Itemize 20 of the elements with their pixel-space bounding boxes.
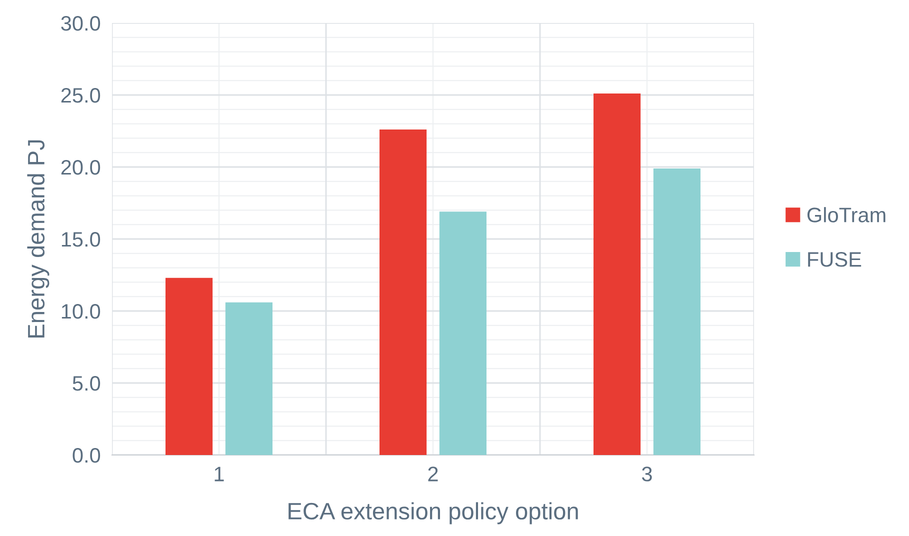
bar [380, 130, 427, 455]
legend-label: GloTram [807, 207, 886, 222]
x-axis-title: ECA extension policy option [288, 502, 578, 524]
x-tick-label: 2 [428, 466, 438, 482]
bar [594, 94, 641, 455]
y-tick-label: 10.0 [62, 304, 100, 319]
bar [166, 278, 213, 455]
legend-label: FUSE [808, 252, 862, 267]
y-tick-label: 0.0 [72, 448, 100, 463]
y-tick-label: 30.0 [61, 16, 100, 31]
y-tick-label: 25.0 [61, 88, 100, 103]
bar [653, 168, 700, 455]
bar [439, 212, 486, 455]
x-tick-label: 3 [642, 466, 652, 482]
y-tick-label: 5.0 [72, 376, 100, 391]
y-axis-title: Energy demand PJ [27, 140, 50, 338]
y-tick-label: 15.0 [62, 232, 100, 247]
y-tick-label: 20.0 [61, 160, 100, 175]
bar [225, 302, 272, 455]
x-tick-label: 1 [214, 466, 224, 482]
